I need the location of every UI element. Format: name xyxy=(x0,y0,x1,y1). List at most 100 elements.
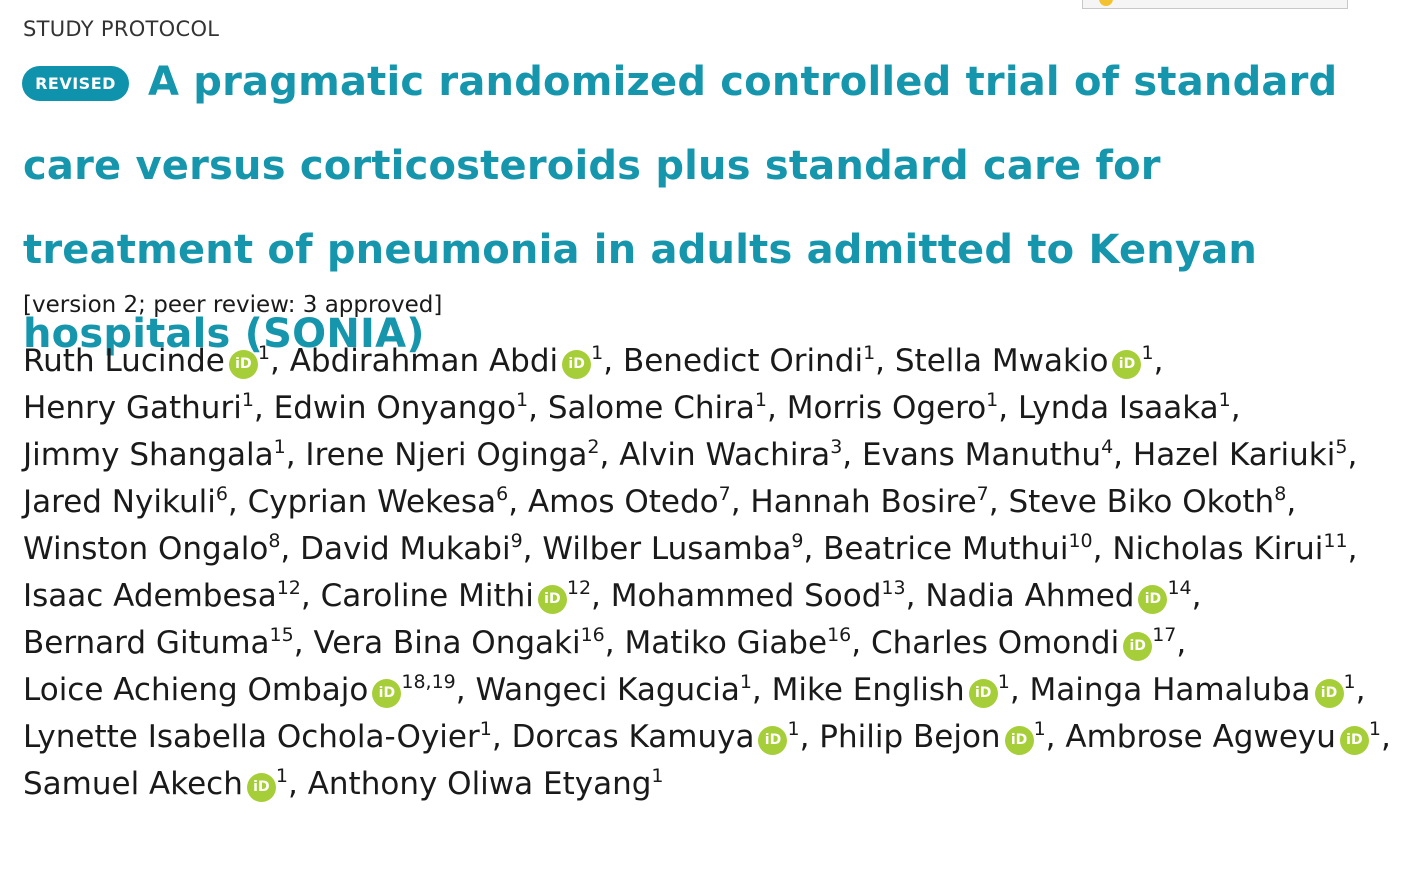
author: Amos Otedo7, xyxy=(527,483,741,520)
author-name[interactable]: Jared Nyikuli xyxy=(23,484,216,520)
author-name[interactable]: Isaac Adembesa xyxy=(23,578,277,614)
author-name[interactable]: Philip Bejon xyxy=(819,719,1001,755)
author-name[interactable]: Nadia Ahmed xyxy=(925,578,1135,614)
author-name[interactable]: Amos Otedo xyxy=(527,484,719,520)
author-name[interactable]: Ruth Lucinde xyxy=(23,343,225,379)
affiliation-number: 16 xyxy=(827,624,852,646)
author: Bernard Gituma15, xyxy=(23,624,304,661)
author: Matiko Giabe16, xyxy=(624,624,862,661)
affiliation-number: 4 xyxy=(1101,436,1114,458)
affiliation-number: 1 xyxy=(275,765,288,787)
orcid-icon[interactable]: iD xyxy=(1112,350,1142,379)
author-name[interactable]: Caroline Mithi xyxy=(320,578,534,614)
affiliation-number: 1 xyxy=(241,389,254,411)
orcid-icon[interactable]: iD xyxy=(758,726,788,755)
author: Mainga Hamaluba iD 1, xyxy=(1029,671,1366,708)
author: Dorcas Kamuya iD 1, xyxy=(511,718,810,755)
affiliation-number: 1 xyxy=(1368,718,1381,740)
author-name[interactable]: Vera Bina Ongaki xyxy=(313,625,581,661)
author: Beatrice Muthui10, xyxy=(823,530,1103,567)
orcid-icon[interactable]: iD xyxy=(537,585,567,614)
author-name[interactable]: Mainga Hamaluba xyxy=(1029,672,1311,708)
affiliation-number: 14 xyxy=(1167,577,1192,599)
author: Steve Biko Okoth8, xyxy=(1008,483,1297,520)
affiliation-number: 7 xyxy=(976,483,989,505)
author: Vera Bina Ongaki16, xyxy=(313,624,615,661)
affiliation-number: 17 xyxy=(1152,624,1177,646)
author-name[interactable]: Irene Njeri Oginga xyxy=(305,437,588,473)
author-name[interactable]: Henry Gathuri xyxy=(23,390,242,426)
author-name[interactable]: Lynette Isabella Ochola-Oyier xyxy=(23,719,480,755)
author-name[interactable]: Edwin Onyango xyxy=(273,390,517,426)
author-name[interactable]: Winston Ongalo xyxy=(23,531,269,567)
author-name[interactable]: Steve Biko Okoth xyxy=(1008,484,1275,520)
author: Caroline Mithi iD 12, xyxy=(320,577,601,614)
author-name[interactable]: Abdirahman Abdi xyxy=(289,343,559,379)
author: Salome Chira1, xyxy=(547,389,777,426)
author-name[interactable]: Salome Chira xyxy=(547,390,755,426)
orcid-icon[interactable]: iD xyxy=(1004,726,1034,755)
author: Philip Bejon iD 1, xyxy=(819,718,1056,755)
author-name[interactable]: Loice Achieng Ombajo xyxy=(23,672,369,708)
author-name[interactable]: Mohammed Sood xyxy=(610,578,882,614)
author-name[interactable]: Wilber Lusamba xyxy=(542,531,792,567)
author-name[interactable]: Ambrose Agweyu xyxy=(1065,719,1336,755)
author-name[interactable]: Benedict Orindi xyxy=(622,343,864,379)
author-name[interactable]: Cyprian Wekesa xyxy=(247,484,497,520)
affiliation-number: 5 xyxy=(1335,436,1348,458)
affiliation-number: 1 xyxy=(754,389,767,411)
affiliation-number: 1 xyxy=(739,671,752,693)
orcid-icon[interactable]: iD xyxy=(562,350,592,379)
affiliation-number: 1 xyxy=(1033,718,1046,740)
affiliation-number: 10 xyxy=(1068,530,1093,552)
author-name[interactable]: Bernard Gituma xyxy=(23,625,270,661)
orcid-icon[interactable]: iD xyxy=(372,679,402,708)
author-name[interactable]: Beatrice Muthui xyxy=(823,531,1069,567)
author-name[interactable]: Hannah Bosire xyxy=(750,484,977,520)
author-name[interactable]: Nicholas Kirui xyxy=(1112,531,1324,567)
orcid-icon[interactable]: iD xyxy=(968,679,998,708)
affiliation-number: 1 xyxy=(863,342,876,364)
author-name[interactable]: Lynda Isaaka xyxy=(1017,390,1219,426)
orcid-icon[interactable]: iD xyxy=(1314,679,1344,708)
author-name[interactable]: Anthony Oliwa Etyang xyxy=(307,766,652,802)
author: Ruth Lucinde iD 1, xyxy=(23,342,280,379)
author-name[interactable]: Dorcas Kamuya xyxy=(511,719,755,755)
author-name[interactable]: Charles Omondi xyxy=(870,625,1120,661)
orcid-icon[interactable]: iD xyxy=(1138,585,1168,614)
author-name[interactable]: Jimmy Shangala xyxy=(23,437,274,473)
affiliation-number: 13 xyxy=(881,577,906,599)
author-name[interactable]: Hazel Kariuki xyxy=(1132,437,1336,473)
revised-badge: REVISED xyxy=(22,66,129,101)
author-name[interactable]: David Mukabi xyxy=(300,531,511,567)
author-name[interactable]: Mike English xyxy=(771,672,965,708)
affiliation-number: 1 xyxy=(257,342,270,364)
author-name[interactable]: Morris Ogero xyxy=(786,390,987,426)
author: Ambrose Agweyu iD 1, xyxy=(1065,718,1391,755)
affiliation-number: 18,19 xyxy=(401,671,456,693)
orcid-icon[interactable]: iD xyxy=(1123,632,1153,661)
article-type-label: STUDY PROTOCOL xyxy=(23,17,220,41)
affiliation-number: 16 xyxy=(580,624,605,646)
author-name[interactable]: Samuel Akech xyxy=(23,766,243,802)
author: Wangeci Kagucia1, xyxy=(475,671,762,708)
affiliation-number: 1 xyxy=(1141,342,1154,364)
author-name[interactable]: Alvin Wachira xyxy=(619,437,831,473)
affiliation-number: 1 xyxy=(1218,389,1231,411)
affiliation-number: 15 xyxy=(269,624,294,646)
affiliation-number: 9 xyxy=(791,530,804,552)
author-name[interactable]: Stella Mwakio xyxy=(894,343,1109,379)
author: Morris Ogero1, xyxy=(786,389,1009,426)
author-name[interactable]: Evans Manuthu xyxy=(862,437,1102,473)
author-name[interactable]: Wangeci Kagucia xyxy=(475,672,740,708)
affiliation-number: 8 xyxy=(268,530,281,552)
orcid-icon[interactable]: iD xyxy=(1339,726,1369,755)
affiliation-number: 3 xyxy=(830,436,843,458)
author: Jimmy Shangala1, xyxy=(23,436,296,473)
affiliation-number: 12 xyxy=(566,577,592,599)
author: Anthony Oliwa Etyang1 xyxy=(308,766,664,802)
orcid-icon[interactable]: iD xyxy=(228,350,258,379)
orcid-icon[interactable]: iD xyxy=(246,773,276,802)
author-name[interactable]: Matiko Giabe xyxy=(624,625,828,661)
author: Abdirahman Abdi iD 1, xyxy=(289,342,614,379)
